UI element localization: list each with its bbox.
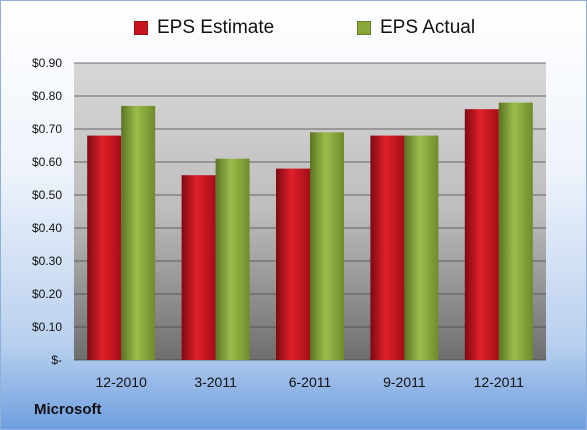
- bar-eps-actual: [215, 158, 250, 360]
- x-tick-label: 6-2011: [289, 374, 332, 390]
- y-tick-label: $0.20: [32, 287, 62, 301]
- legend-item-eps-estimate: EPS Estimate: [134, 15, 274, 41]
- x-tick-label: 12-2011: [474, 374, 525, 390]
- y-tick-label: $0.40: [32, 221, 62, 235]
- y-tick-label: $0.10: [32, 320, 62, 334]
- bar-eps-actual: [498, 102, 533, 360]
- y-axis-ticks: $- $0.10 $0.20 $0.30 $0.40 $0.50 $0.60 $0.70 $0.…: [32, 56, 62, 367]
- x-tick-label: 12-2010: [96, 374, 148, 390]
- y-tick-label: $0.60: [32, 155, 62, 169]
- legend-swatch-eps-actual: [357, 21, 371, 35]
- legend-label-eps-actual: EPS Actual: [380, 17, 476, 38]
- y-tick-label: $0.30: [32, 254, 62, 268]
- legend: EPS Estimate EPS Actual: [1, 15, 586, 41]
- y-tick-label: $-: [51, 353, 62, 367]
- bar-eps-estimate: [276, 168, 310, 360]
- bar-eps-actual: [404, 135, 439, 360]
- x-tick-label: 3-2011: [194, 374, 237, 390]
- bars: [87, 102, 533, 361]
- x-tick-label: 9-2011: [383, 374, 426, 390]
- legend-swatch-eps-estimate: [134, 21, 148, 35]
- legend-item-eps-actual: EPS Actual: [357, 15, 475, 41]
- y-tick-label: $0.80: [32, 89, 62, 103]
- bar-eps-estimate: [87, 135, 122, 360]
- bar-eps-estimate: [181, 175, 216, 360]
- y-tick-label: $0.90: [32, 56, 62, 70]
- y-tick-label: $0.70: [32, 122, 62, 136]
- bar-eps-actual: [310, 132, 344, 360]
- y-tick-label: $0.50: [32, 188, 62, 202]
- bar-eps-estimate: [464, 109, 499, 360]
- bar-eps-actual: [121, 105, 156, 361]
- bar-eps-estimate: [370, 135, 405, 360]
- company-name: Microsoft: [34, 401, 102, 418]
- x-axis-ticks: 12-2010 3-2011 6-2011 9-2011 12-2011: [96, 374, 525, 390]
- legend-label-eps-estimate: EPS Estimate: [157, 17, 275, 38]
